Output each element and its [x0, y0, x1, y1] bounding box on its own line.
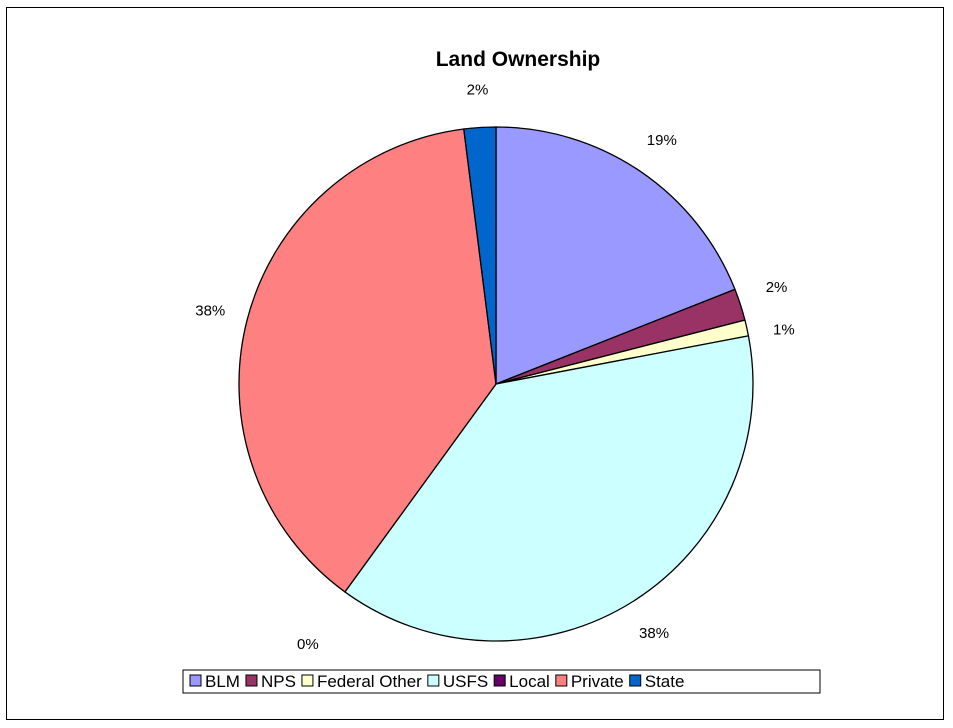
legend-label-private: Private	[571, 672, 624, 691]
chart-title: Land Ownership	[436, 48, 601, 71]
pie-slice-state	[463, 126, 497, 385]
legend-swatch-nps	[245, 674, 258, 687]
data-label-usfs: 38%	[639, 625, 669, 642]
data-label-local: 0%	[297, 636, 319, 653]
legend-swatch-local	[493, 674, 506, 687]
legend-swatch-blm	[189, 674, 202, 687]
data-label-nps: 2%	[766, 279, 788, 296]
legend-swatch-state	[629, 674, 642, 687]
pie-slice-usfs	[344, 335, 754, 642]
pie-slice-private	[238, 128, 497, 593]
data-label-state: 2%	[467, 82, 489, 99]
legend-label-federal-other: Federal Other	[317, 672, 422, 691]
data-label-federal-other: 1%	[773, 322, 795, 339]
legend-label-blm: BLM	[205, 672, 240, 691]
data-label-private: 38%	[195, 303, 225, 320]
legend-swatch-private	[555, 674, 568, 687]
legend-swatch-federal-other	[301, 674, 314, 687]
legend-label-local: Local	[509, 672, 550, 691]
data-label-blm: 19%	[647, 132, 677, 149]
pie-slice-blm	[495, 126, 736, 385]
legend-label-usfs: USFS	[443, 672, 488, 691]
legend-label-nps: NPS	[261, 672, 296, 691]
legend-label-state: State	[645, 672, 685, 691]
legend-swatch-usfs	[427, 674, 440, 687]
legend: BLM NPS Federal Other USFS Local Private State	[182, 669, 821, 694]
